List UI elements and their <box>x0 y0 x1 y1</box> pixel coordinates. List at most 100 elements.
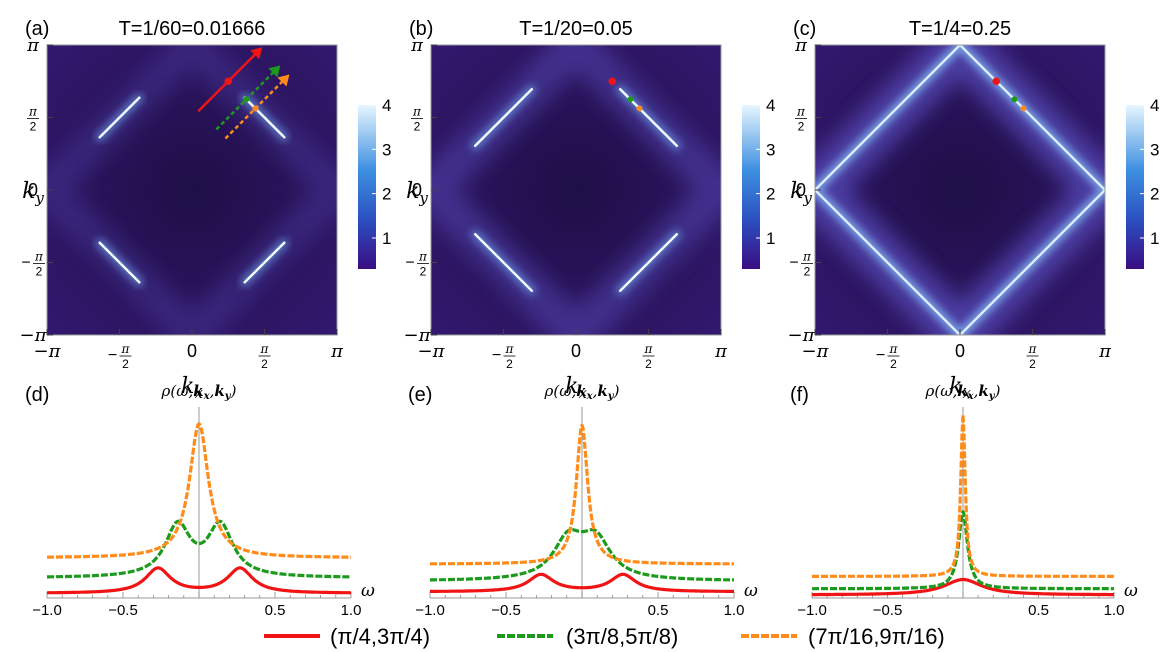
x-tick-label: π2 <box>1026 342 1039 371</box>
svg-text:−π: −π <box>404 325 432 346</box>
spectral-panel-f: (f) ρ(ω,kx,ky) −1.0 −0.5 0.5 1.0ω <box>790 382 1138 619</box>
svg-text:2: 2 <box>890 357 897 371</box>
legend-entry-orange: (7π/16,9π/16) <box>741 624 945 649</box>
y-tick-label: π2 <box>795 105 807 134</box>
colorbar-tick-label: 3 <box>1150 140 1159 159</box>
svg-text:0: 0 <box>412 180 422 200</box>
series-line-orange <box>46 422 352 559</box>
series-line-red <box>46 566 352 595</box>
svg-text:π: π <box>26 35 40 56</box>
panel-label: (e) <box>408 384 432 406</box>
panel-label: (b) <box>409 18 433 40</box>
k-point-marker-orange <box>252 105 259 112</box>
spectral-panel-e: (e) ρ(ω,kx,ky) −1.0 −0.5 0.5 1.0ω <box>408 382 758 619</box>
fermi-arc <box>243 96 286 139</box>
x-tick-label: −0.5 <box>491 602 521 619</box>
cut-arrowhead-orange <box>277 74 290 87</box>
svg-text:0: 0 <box>571 341 581 361</box>
heatmap-background <box>47 45 337 335</box>
svg-text:π: π <box>505 342 515 356</box>
series-line-orange <box>429 423 735 566</box>
svg-text:π: π <box>1098 341 1112 362</box>
svg-text:2: 2 <box>414 120 421 134</box>
cut-arrowhead-red <box>250 47 263 60</box>
colorbar-tick-label: 1 <box>766 229 775 248</box>
colorbar-tick-label: 2 <box>766 185 775 204</box>
svg-text:π: π <box>644 342 654 356</box>
x-tick-label: −0.5 <box>108 602 138 619</box>
svg-text:−π: −π <box>20 325 48 346</box>
y-tick-label: − π2 <box>789 250 813 279</box>
panel-label: (a) <box>25 18 49 40</box>
fermi-surface-glow <box>47 45 337 335</box>
y-tick-label: π <box>26 35 40 56</box>
svg-text:2: 2 <box>804 265 811 279</box>
series-line-green <box>46 519 352 579</box>
x-tick-label: −π <box>34 341 62 362</box>
svg-text:π: π <box>412 105 422 119</box>
fermi-arc <box>473 87 534 148</box>
x-axis-label: ω <box>1124 581 1138 601</box>
spectral-panel-d: (d) ρ(ω,kx,ky) −1.0 −0.5 0.5 1.0ω <box>25 382 375 619</box>
legend-label: (3π/8,5π/8) <box>566 624 678 649</box>
panel-label: (f) <box>790 384 809 406</box>
svg-text:2: 2 <box>645 357 652 371</box>
legend-label: (π/4,3π/4) <box>330 624 430 649</box>
svg-text:π: π <box>34 250 44 264</box>
x-axis-label: ω <box>361 581 375 601</box>
svg-text:2: 2 <box>798 120 805 134</box>
colorbar-gradient <box>742 105 760 269</box>
series-line-green <box>429 528 735 582</box>
colorbar-tick-label: 2 <box>382 185 391 204</box>
legend-label: (7π/16,9π/16) <box>808 624 945 649</box>
x-tick-label: π2 <box>258 342 271 371</box>
x-tick-label: − π2 <box>492 342 516 371</box>
fermi-arc <box>243 241 286 284</box>
svg-text:π: π <box>410 35 424 56</box>
colorbar: 1 2 3 4 <box>1126 96 1159 269</box>
panel-label: (d) <box>25 384 49 406</box>
svg-text:π: π <box>418 250 428 264</box>
svg-text:−: − <box>789 255 798 272</box>
x-tick-label: 1.0 <box>724 602 745 619</box>
colorbar-tick-label: 1 <box>382 229 391 248</box>
y-tick-label: π2 <box>27 105 39 134</box>
svg-text:2: 2 <box>122 357 129 371</box>
svg-text:2: 2 <box>1029 357 1036 371</box>
fermi-arc <box>473 232 534 293</box>
svg-text:2: 2 <box>420 265 427 279</box>
x-tick-label: π2 <box>642 342 655 371</box>
x-tick-label: − π2 <box>108 342 132 371</box>
x-tick-label: π <box>714 341 728 362</box>
svg-text:2: 2 <box>261 357 268 371</box>
heatmap-background <box>431 45 721 335</box>
x-tick-label: 1.0 <box>1104 602 1125 619</box>
x-tick-label: −0.5 <box>873 602 903 619</box>
fermi-surface-line <box>815 45 1105 335</box>
axis-label-ky: ky <box>790 179 812 207</box>
series-line-red <box>811 577 1115 597</box>
panel-title: T=1/60=0.01666 <box>119 18 266 40</box>
svg-text:0: 0 <box>955 341 965 361</box>
y-tick-label: − π2 <box>405 250 429 279</box>
colorbar-gradient <box>1126 105 1144 269</box>
y-axis-label: ρ(ω,kx,ky) <box>161 382 237 402</box>
heatmap-background <box>815 45 1105 335</box>
y-tick-label: −π <box>20 325 48 346</box>
panel-title: T=1/4=0.25 <box>909 18 1011 40</box>
colorbar-gradient <box>358 105 376 269</box>
y-tick-label: π <box>410 35 424 56</box>
svg-text:π: π <box>796 105 806 119</box>
k-point-marker-green <box>627 96 634 103</box>
x-tick-label: 0.5 <box>648 602 669 619</box>
colorbar-tick-label: 2 <box>1150 185 1159 204</box>
k-point-marker-orange <box>636 105 643 112</box>
svg-text:−π: −π <box>34 341 62 362</box>
colorbar-tick-label: 4 <box>766 96 775 115</box>
panel-label: (c) <box>793 18 816 40</box>
x-tick-label: −1.0 <box>415 602 445 619</box>
